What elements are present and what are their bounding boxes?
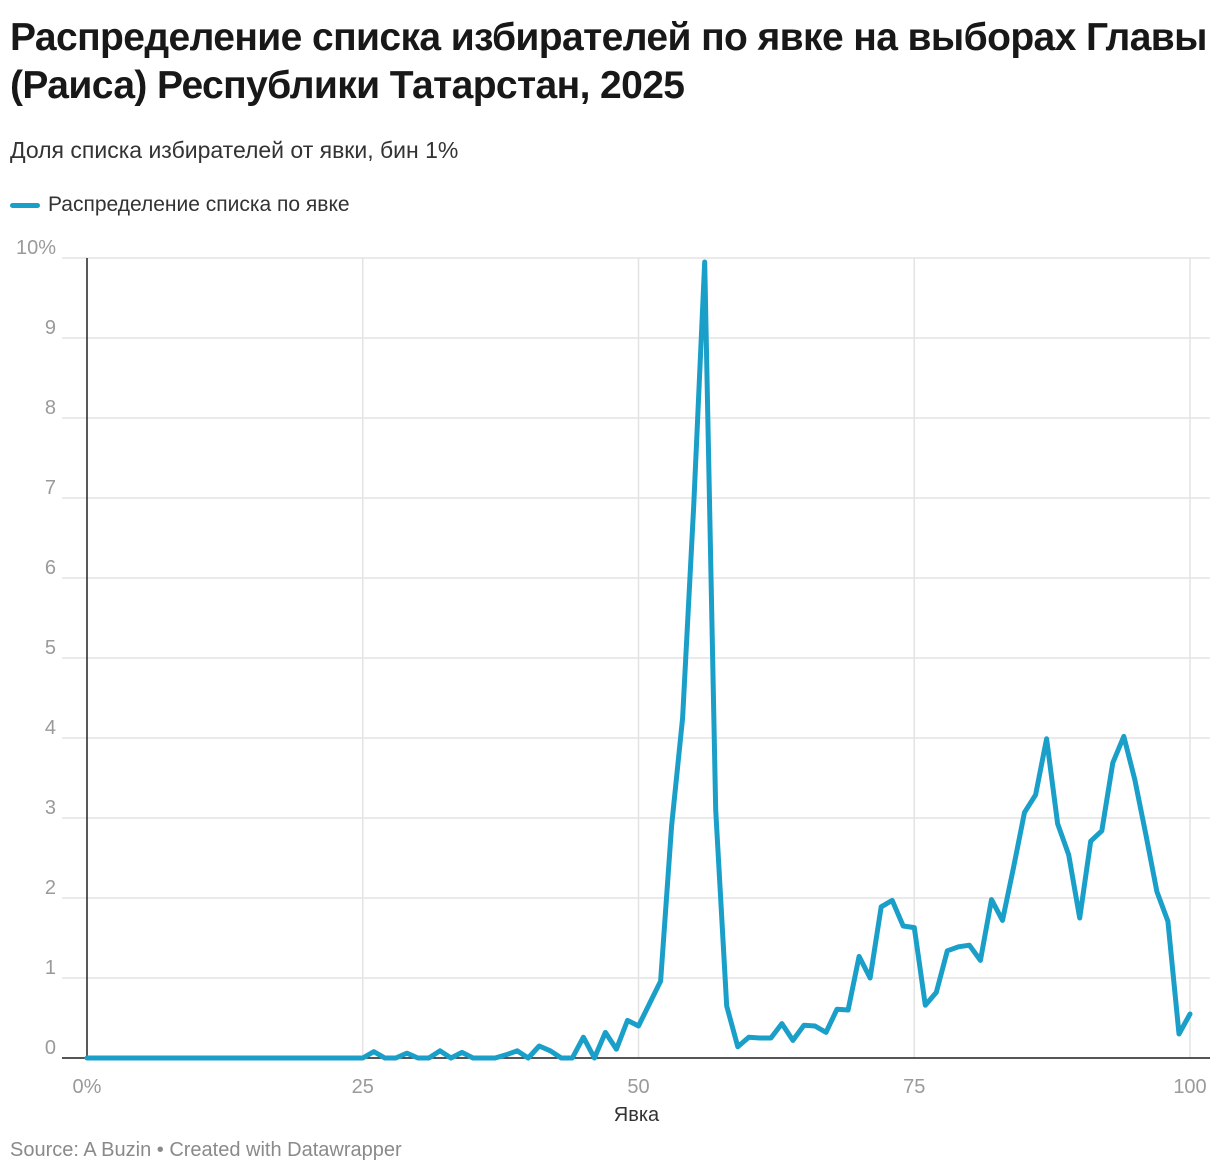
legend-swatch bbox=[10, 202, 40, 208]
x-tick-label: 0% bbox=[73, 1076, 102, 1098]
chart-subtitle: Доля списка избирателей от явки, бин 1% bbox=[10, 137, 459, 163]
gridlines bbox=[62, 257, 1210, 1059]
line-chart: 0 1 2 3 4 5 6 7 8 9 10% 0% 25 50 75 100 Явка bbox=[16, 237, 1210, 1126]
x-axis-title: Явка bbox=[614, 1104, 660, 1126]
y-tick-labels: 0 1 2 3 4 5 6 7 8 9 10% bbox=[16, 237, 56, 1059]
x-tick-label: 75 bbox=[903, 1076, 925, 1098]
y-tick-label: 2 bbox=[45, 877, 56, 899]
y-tick-label: 0 bbox=[45, 1037, 56, 1059]
y-tick-label: 10% bbox=[16, 237, 56, 259]
series-line bbox=[84, 259, 1193, 1061]
x-tick-label: 50 bbox=[627, 1076, 649, 1098]
source-footer: Source: A Buzin • Created with Datawrapp… bbox=[10, 1139, 402, 1161]
legend: Распределение списка по явке bbox=[10, 193, 350, 217]
y-tick-label: 3 bbox=[45, 797, 56, 819]
y-tick-label: 9 bbox=[45, 317, 56, 339]
y-tick-label: 4 bbox=[45, 717, 56, 739]
x-tick-labels: 0% 25 50 75 100 bbox=[73, 1076, 1207, 1098]
legend-label: Распределение списка по явке bbox=[48, 193, 350, 216]
y-tick-label: 8 bbox=[45, 397, 56, 419]
y-tick-label: 1 bbox=[45, 957, 56, 979]
x-tick-label: 25 bbox=[352, 1076, 374, 1098]
chart-title: Распределение списка избирателей по явке… bbox=[10, 16, 1207, 107]
y-tick-label: 6 bbox=[45, 557, 56, 579]
y-tick-label: 7 bbox=[45, 477, 56, 499]
y-tick-label: 5 bbox=[45, 637, 56, 659]
x-tick-label: 100 bbox=[1173, 1076, 1206, 1098]
